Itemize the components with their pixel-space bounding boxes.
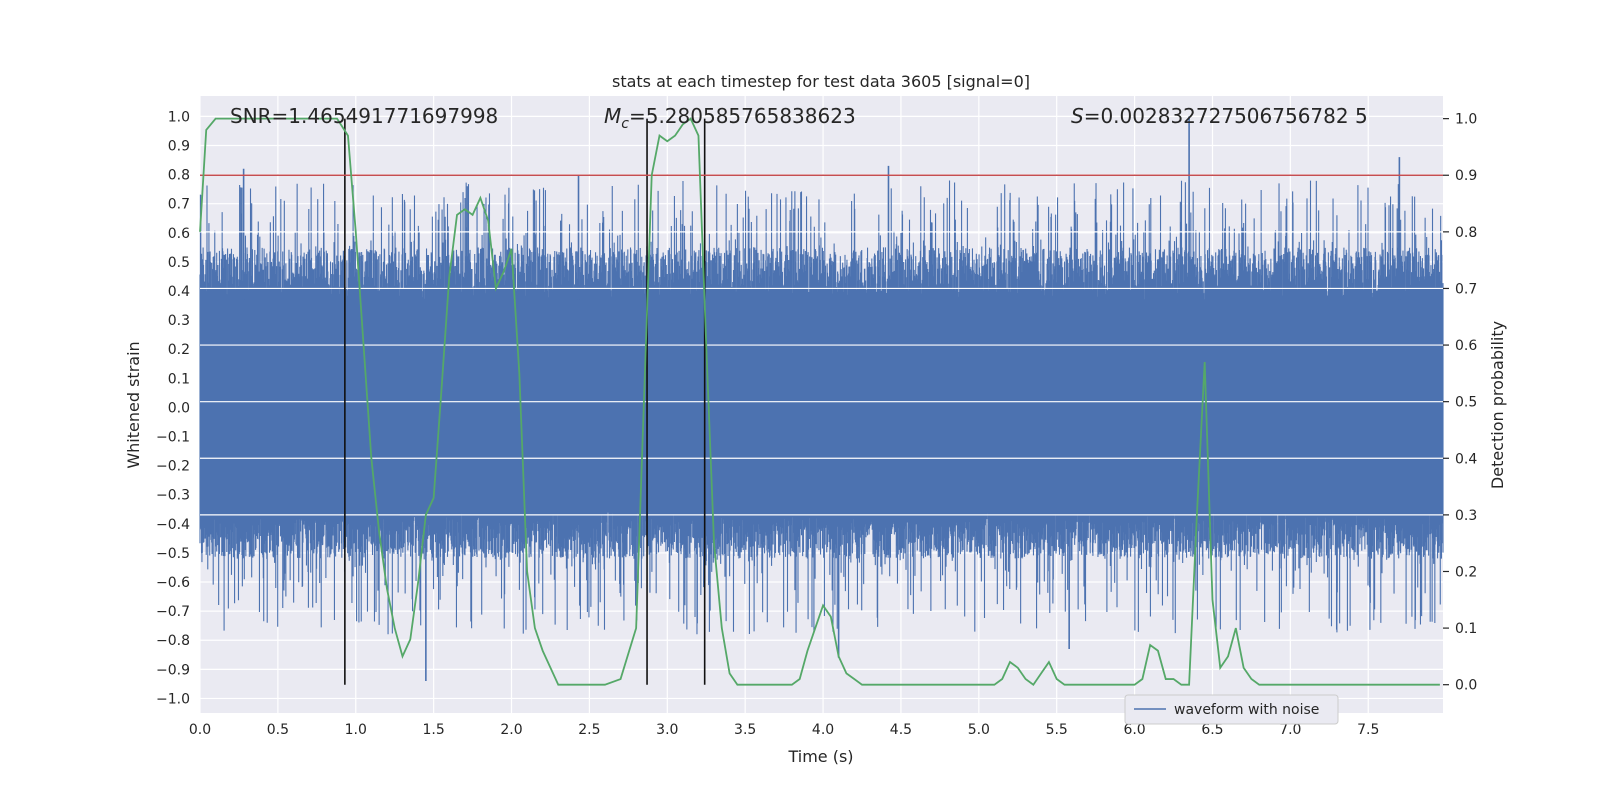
mc-subscript: c xyxy=(621,116,629,132)
y-tick-label-right: 0.3 xyxy=(1455,508,1477,524)
y-tick-label-right: 0.4 xyxy=(1455,451,1477,467)
x-tick-label: 3.0 xyxy=(656,722,678,738)
x-tick-label: 5.5 xyxy=(1046,722,1068,738)
x-tick-label: 1.0 xyxy=(345,722,367,738)
x-tick-label: 6.5 xyxy=(1201,722,1223,738)
mc-value: =5.280585765838623 xyxy=(629,104,856,128)
y-tick-label-left: 0.2 xyxy=(168,342,190,358)
y-tick-label-left: 0.4 xyxy=(168,284,190,300)
y-tick-label-left: −0.1 xyxy=(156,430,190,446)
s-annotation: S=0.002832727506756782 5 xyxy=(1071,104,1368,128)
s-value: =0.002832727506756782 5 xyxy=(1084,104,1368,128)
y-axis-label-right: Detection probability xyxy=(1488,321,1507,489)
y-tick-label-left: −0.6 xyxy=(156,575,190,591)
y-axis-label-left: Whitened strain xyxy=(124,341,143,468)
x-tick-label: 4.5 xyxy=(890,722,912,738)
waveform-core-band xyxy=(200,299,1443,513)
y-tick-label-left: 1.0 xyxy=(168,109,190,125)
x-tick-label: 2.0 xyxy=(500,722,522,738)
s-symbol: S xyxy=(1071,104,1084,128)
detection-probability-series xyxy=(199,117,1440,686)
y-tick-label-left: 0.9 xyxy=(168,138,190,154)
x-tick-label: 7.0 xyxy=(1279,722,1301,738)
chart-title: stats at each timestep for test data 360… xyxy=(612,72,1030,91)
y-tick-label-left: 0.5 xyxy=(168,255,190,271)
y-tick-label-right: 0.2 xyxy=(1455,564,1477,580)
probability-line xyxy=(199,117,1440,686)
x-axis-label: Time (s) xyxy=(787,747,853,766)
y-tick-label-left: −0.8 xyxy=(156,633,190,649)
y-tick-label-left: −0.2 xyxy=(156,459,190,475)
x-tick-label: 7.5 xyxy=(1357,722,1379,738)
y-tick-label-left: 0.8 xyxy=(168,168,190,184)
x-tick-label: 0.5 xyxy=(267,722,289,738)
y-tick-label-left: 0.0 xyxy=(168,400,190,416)
waveform-series xyxy=(199,116,1444,681)
y-tick-label-right: 0.9 xyxy=(1455,168,1477,184)
y-tick-label-right: 1.0 xyxy=(1455,112,1477,128)
x-tick-label: 5.0 xyxy=(968,722,990,738)
y-tick-label-right: 0.0 xyxy=(1455,678,1477,694)
y-tick-label-right: 0.8 xyxy=(1455,225,1477,241)
snr-annotation: SNR=1.465491771697998 xyxy=(230,104,498,128)
mc-symbol: M xyxy=(604,104,621,128)
y-tick-label-left: −0.4 xyxy=(156,517,190,533)
legend-label: waveform with noise xyxy=(1174,702,1319,718)
vertical-markers xyxy=(344,118,706,685)
y-tick-label-right: 0.6 xyxy=(1455,338,1477,354)
y-tick-label-right: 0.1 xyxy=(1455,621,1477,637)
y-tick-label-left: 0.1 xyxy=(168,371,190,387)
tick-labels: 0.0 0.5 1.0 1.5 2.0 2.5 3.0 3.5 4.0 4.5 5.0 5.5 6.0 6… xyxy=(156,109,1477,738)
x-tick-label: 2.5 xyxy=(578,722,600,738)
x-tick-label: 1.5 xyxy=(423,722,445,738)
y-tick-label-left: 0.6 xyxy=(168,226,190,242)
legend-box xyxy=(1124,694,1339,725)
x-tick-label: 4.0 xyxy=(812,722,834,738)
y-tick-label-left: −1.0 xyxy=(156,691,190,707)
y-tick-label-left: −0.7 xyxy=(156,604,190,620)
x-tick-label: 0.0 xyxy=(189,722,211,738)
x-tick-label: 6.0 xyxy=(1123,722,1145,738)
x-tick-label: 3.5 xyxy=(734,722,756,738)
y-tick-label-left: −0.3 xyxy=(156,488,190,504)
y-tick-label-left: 0.7 xyxy=(168,197,190,213)
y-tick-label-right: 0.5 xyxy=(1455,395,1477,411)
y-tick-label-left: 0.3 xyxy=(168,313,190,329)
y-tick-label-left: −0.5 xyxy=(156,546,190,562)
y-tick-label-left: −0.9 xyxy=(156,662,190,678)
legend: waveform with noise xyxy=(1124,694,1339,725)
y-tick-label-right: 0.7 xyxy=(1455,281,1477,297)
chirp-mass-annotation: Mc=5.280585765838623 xyxy=(604,104,856,132)
